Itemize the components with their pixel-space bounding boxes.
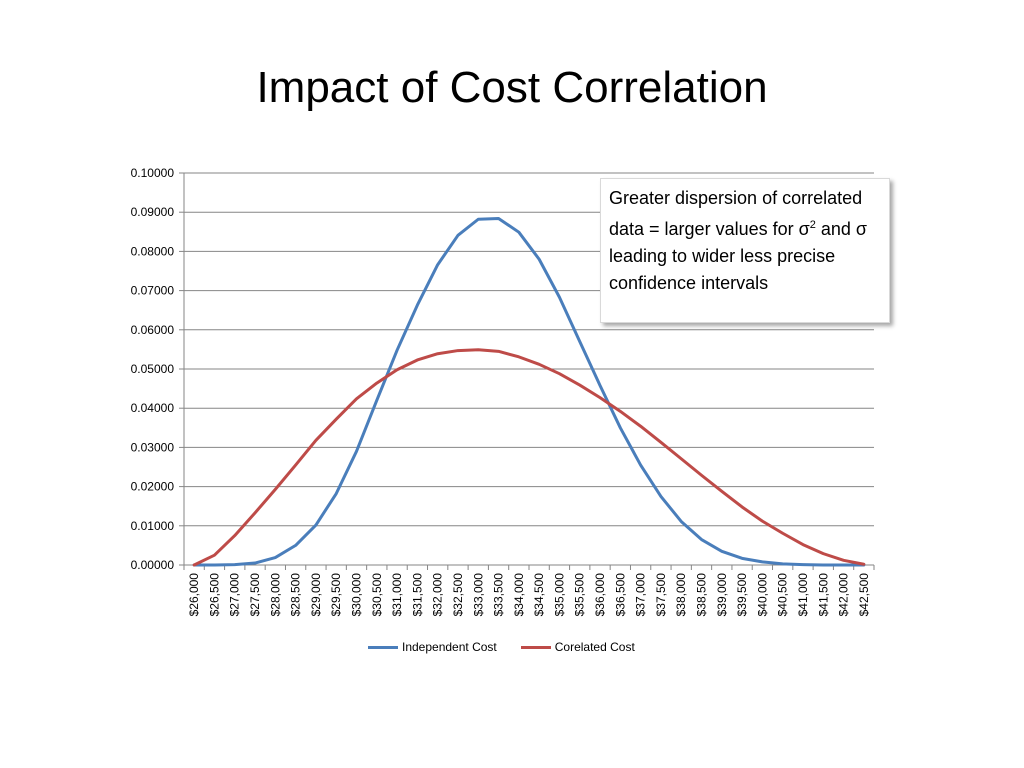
slide-title: Impact of Cost Correlation (256, 63, 768, 112)
x-axis: $26,000 $26,500 $27,000 $27,500 $28,000 $28,5… (183, 564, 875, 617)
y-tick-label: 0.09000 (131, 205, 175, 219)
x-tick-label: $34,000 (512, 573, 526, 617)
x-tick-label: $27,500 (248, 573, 262, 617)
callout-box: Greater dispersion of correlated data = … (600, 178, 890, 323)
series-line-corelated-cost (192, 348, 866, 567)
x-tick-label: $36,500 (613, 573, 627, 617)
legend-label-independent: Independent Cost (402, 640, 497, 654)
y-tick-label: 0.00000 (131, 558, 175, 572)
series-lines (192, 216, 866, 567)
x-tick-label: $28,000 (268, 573, 282, 617)
x-tick-label: $40,000 (755, 573, 769, 617)
x-tick-label: $29,000 (309, 573, 323, 617)
y-tick-label: 0.03000 (131, 440, 175, 454)
x-tick-label: $31,000 (390, 573, 404, 617)
x-tick-label: $37,500 (654, 573, 668, 617)
x-tick-label: $30,500 (370, 573, 384, 617)
legend-label-correlated: Corelated Cost (554, 640, 635, 654)
y-tick-label: 0.02000 (131, 480, 175, 494)
series-line-independent-cost (192, 216, 866, 567)
y-tick-label: 0.10000 (131, 166, 175, 180)
y-tick-label: 0.04000 (131, 401, 175, 415)
legend-swatch-correlated (520, 645, 551, 649)
x-tick-label: $35,500 (573, 573, 587, 617)
callout-text-continued: and σ leading to wider less precise conf… (609, 219, 867, 293)
x-tick-label: $27,000 (228, 573, 242, 617)
x-tick-label: $31,500 (410, 573, 424, 617)
x-tick-label: $38,500 (695, 573, 709, 617)
y-axis: 0.00000 0.01000 0.02000 0.03000 0.04000 0.050… (131, 166, 185, 572)
x-tick-label: $26,500 (207, 573, 221, 617)
x-tick-label: $37,000 (634, 573, 648, 617)
x-tick-label: $30,000 (350, 573, 364, 617)
y-tick-label: 0.08000 (131, 244, 175, 258)
y-tick-label: 0.07000 (131, 284, 175, 298)
x-tick-label: $29,500 (329, 573, 343, 617)
y-tick-label: 0.05000 (131, 362, 175, 376)
callout-text: Greater dispersion of correlated data = … (609, 188, 863, 239)
x-tick-label: $28,500 (289, 573, 303, 617)
x-tick-label: $34,500 (532, 573, 546, 617)
x-tick-label: $26,000 (187, 573, 201, 617)
y-tick-label: 0.01000 (131, 519, 175, 533)
y-tick-label: 0.06000 (131, 323, 175, 337)
x-tick-label: $36,000 (593, 573, 607, 617)
x-tick-label: $39,500 (735, 573, 749, 617)
x-tick-label: $41,500 (816, 573, 830, 617)
x-tick-label: $39,000 (715, 573, 729, 617)
x-tick-label: $33,500 (492, 573, 506, 617)
x-tick-label: $40,500 (776, 573, 790, 617)
x-tick-label: $38,000 (674, 573, 688, 617)
x-tick-label: $42,500 (857, 573, 871, 617)
x-tick-label: $35,000 (552, 573, 566, 617)
x-tick-label: $41,000 (796, 573, 810, 617)
legend-item-independent: Independent Cost (368, 640, 497, 654)
x-tick-label: $32,500 (451, 573, 465, 617)
x-tick-label: $42,000 (837, 573, 851, 617)
legend-swatch-independent (368, 645, 398, 649)
legend-item-correlated: Corelated Cost (520, 640, 635, 654)
x-tick-label: $33,000 (471, 573, 485, 617)
x-tick-label: $32,000 (431, 573, 445, 617)
chart-legend: Independent Cost Corelated Cost (368, 640, 659, 654)
callout-superscript: 2 (809, 219, 816, 231)
